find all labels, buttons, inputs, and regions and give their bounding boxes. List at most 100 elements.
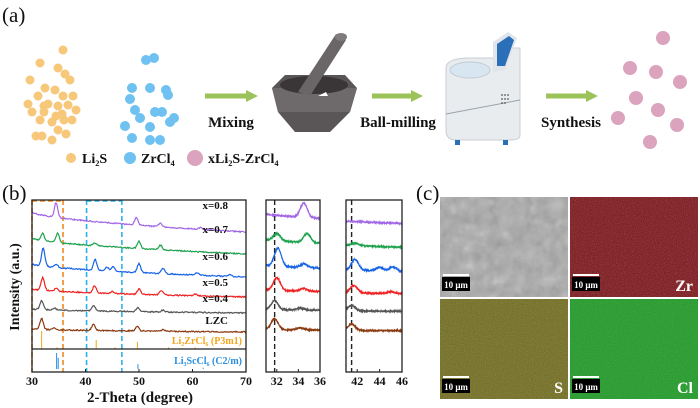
panel-b-label: (b) bbox=[2, 181, 27, 205]
step-ball-milling: Ball-milling bbox=[360, 115, 436, 131]
x-tick-label: 60 bbox=[187, 374, 199, 388]
x-tick-label: 30 bbox=[26, 374, 38, 388]
li2s-particle bbox=[51, 111, 61, 121]
li2s-particle bbox=[50, 85, 60, 95]
zrcl4-particle bbox=[165, 117, 175, 127]
product-particle bbox=[629, 91, 643, 105]
product-particle bbox=[670, 118, 684, 132]
zrcl4-particle bbox=[145, 83, 155, 93]
x-tick-label: 70 bbox=[240, 374, 252, 388]
zrcl4-particle bbox=[120, 121, 130, 131]
product-particle bbox=[623, 61, 637, 75]
li2s-particle bbox=[59, 115, 69, 125]
zrcl4-particles bbox=[120, 53, 179, 145]
zoom1-series-x=0.8 bbox=[265, 201, 321, 221]
series-label: x=0.4 bbox=[202, 293, 228, 305]
li2s-particle bbox=[68, 91, 78, 101]
x-tick-label: 50 bbox=[133, 374, 145, 388]
y-axis-label: Intensity (a.u.) bbox=[8, 243, 23, 331]
zrcl4-particle bbox=[130, 105, 140, 115]
zrcl4-particle bbox=[155, 135, 165, 145]
zrcl4-particle bbox=[125, 94, 135, 104]
x-tick-label: 34 bbox=[292, 374, 304, 388]
zrcl4-particle bbox=[163, 90, 173, 100]
product-particle bbox=[656, 31, 670, 45]
zrcl4-particle bbox=[145, 122, 155, 132]
li2s-particle bbox=[53, 63, 63, 73]
zoom1-series-x=0.7 bbox=[265, 231, 321, 246]
zrcl4-particle bbox=[127, 83, 137, 93]
series-label: x=0.5 bbox=[202, 277, 228, 289]
li2s-particle bbox=[61, 129, 71, 139]
main-series-x=0.5 bbox=[31, 275, 247, 299]
li2s-particles bbox=[23, 45, 81, 145]
zrcl4-particle bbox=[150, 107, 160, 117]
zrcl4-particle bbox=[141, 55, 151, 65]
zoom2-series-x=0.4 bbox=[345, 303, 403, 315]
step-synthesis: Synthesis bbox=[541, 115, 601, 131]
zoom1-series-x=0.5 bbox=[265, 276, 321, 294]
zrcl4-particle bbox=[135, 113, 145, 123]
li2s-particle bbox=[47, 135, 57, 145]
sem-image: 10 μm bbox=[440, 197, 568, 297]
zoom-plot-frame bbox=[345, 199, 403, 373]
series-label: LZC bbox=[205, 315, 228, 327]
zoom2-series-x=0.5 bbox=[345, 283, 403, 296]
zoom1-series-x=0.4 bbox=[265, 297, 321, 313]
zoom1-series-x=0.6 bbox=[265, 246, 321, 271]
li2s-particle bbox=[37, 131, 47, 141]
element-label-cl: Cl bbox=[677, 380, 694, 397]
xrd-plot: x=0.8 x=0.7 x=0.6 x=0.5 x=0.4 LZC Li₂ZrCl₆ (P3… bbox=[26, 199, 408, 388]
product-particle bbox=[673, 75, 687, 89]
legend-product-swatch bbox=[187, 150, 203, 166]
li2s-particle bbox=[35, 58, 45, 68]
zrcl4-particle bbox=[127, 133, 137, 143]
li2s-particle bbox=[53, 125, 63, 135]
li2s-particle bbox=[25, 75, 35, 85]
product-particle bbox=[611, 111, 625, 125]
element-label-zr: Zr bbox=[675, 278, 693, 295]
li2s-particle bbox=[58, 45, 68, 55]
arrow-mixing-icon bbox=[205, 90, 258, 102]
zrcl4-particle bbox=[149, 53, 159, 63]
product-particle bbox=[651, 103, 665, 117]
legend-li2s: Li₂S bbox=[82, 152, 107, 167]
x-tick-label: 32 bbox=[271, 374, 283, 388]
mortar-pestle-icon bbox=[272, 33, 357, 132]
li2s-particle bbox=[60, 69, 70, 79]
eds-map-cl: 10 μm Cl bbox=[570, 299, 698, 399]
zoom2-series-x=0.6 bbox=[345, 256, 403, 274]
li2s-particle bbox=[65, 75, 75, 85]
main-series-x=0.6 bbox=[31, 247, 247, 278]
x-tick-label: 36 bbox=[314, 374, 326, 388]
series-label: x=0.8 bbox=[202, 200, 228, 212]
main-series-x=0.4 bbox=[31, 299, 247, 315]
legend-zrcl4: ZrCl₄ bbox=[141, 152, 176, 167]
eds-map-s: 10 μm S bbox=[440, 299, 568, 399]
panel-a: (a) Mixing Ball-milling bbox=[2, 3, 687, 167]
x-axis-label: 2-Theta (degree) bbox=[87, 390, 193, 406]
arrow-ball-milling-icon bbox=[372, 90, 423, 102]
legend-zrcl4-swatch bbox=[124, 152, 136, 164]
main-series-LZC bbox=[31, 317, 247, 334]
zoom2-series-x=0.7 bbox=[345, 240, 403, 250]
li2s-particle bbox=[40, 83, 50, 93]
product-particle bbox=[649, 65, 663, 79]
x-tick-label: 40 bbox=[80, 374, 92, 388]
main-series-x=0.8 bbox=[31, 202, 247, 234]
element-label-s: S bbox=[554, 380, 563, 397]
panel-a-label: (a) bbox=[2, 3, 25, 27]
li2s-particle bbox=[53, 101, 63, 111]
zrcl4-particle bbox=[145, 135, 155, 145]
reference-label: Li₂ZrCl₆ (P3m1) bbox=[172, 336, 242, 347]
series-label: x=0.6 bbox=[202, 251, 228, 263]
main-series-x=0.7 bbox=[31, 231, 246, 256]
scale-bar-cl: 10 μm bbox=[574, 382, 598, 392]
li2s-particle bbox=[39, 101, 49, 111]
scale-bar-s: 10 μm bbox=[444, 382, 468, 392]
panel-c-label: (c) bbox=[416, 181, 439, 205]
ball-mill-icon bbox=[445, 32, 521, 145]
scale-bar-sem: 10 μm bbox=[444, 280, 468, 290]
panel-b: (b) Intensity (a.u.) 2-Theta (degree) x=… bbox=[2, 181, 408, 406]
legend: Li₂S ZrCl₄ xLi₂S-ZrCl₄ bbox=[66, 150, 279, 167]
